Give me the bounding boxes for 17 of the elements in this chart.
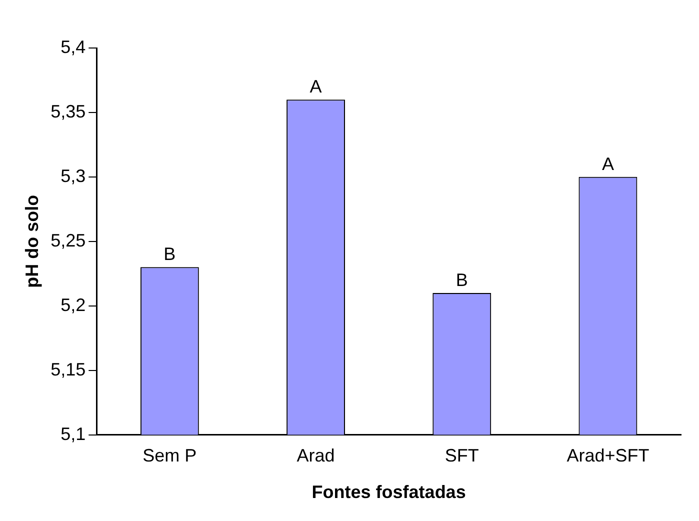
y-tick-label: 5,2 xyxy=(60,294,86,315)
y-tick-label: 5,35 xyxy=(50,101,86,122)
y-tick-label: 5,1 xyxy=(60,424,86,444)
annotation: A xyxy=(602,154,614,174)
y-axis-title: pH do solo xyxy=(22,194,42,288)
x-tick-label: Arad+SFT xyxy=(566,446,650,466)
y-tick-label: 5,3 xyxy=(60,166,86,186)
y-tick-label: 5,4 xyxy=(60,36,86,57)
annotation: B xyxy=(456,270,468,290)
annotation: A xyxy=(310,76,322,97)
y-tick-label: 5,25 xyxy=(50,230,86,250)
y-tick-label: 5,15 xyxy=(50,359,86,380)
x-tick-label: Sem P xyxy=(142,446,197,466)
x-axis-title: Fontes fosfatadas xyxy=(312,482,466,502)
annotation: B xyxy=(164,244,176,264)
x-tick-label: SFT xyxy=(444,446,479,466)
x-tick-label: Arad xyxy=(296,446,335,466)
